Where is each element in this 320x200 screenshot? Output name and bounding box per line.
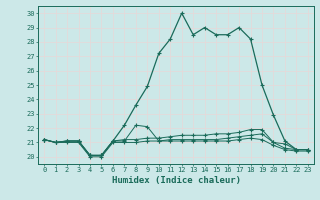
X-axis label: Humidex (Indice chaleur): Humidex (Indice chaleur) (111, 176, 241, 185)
